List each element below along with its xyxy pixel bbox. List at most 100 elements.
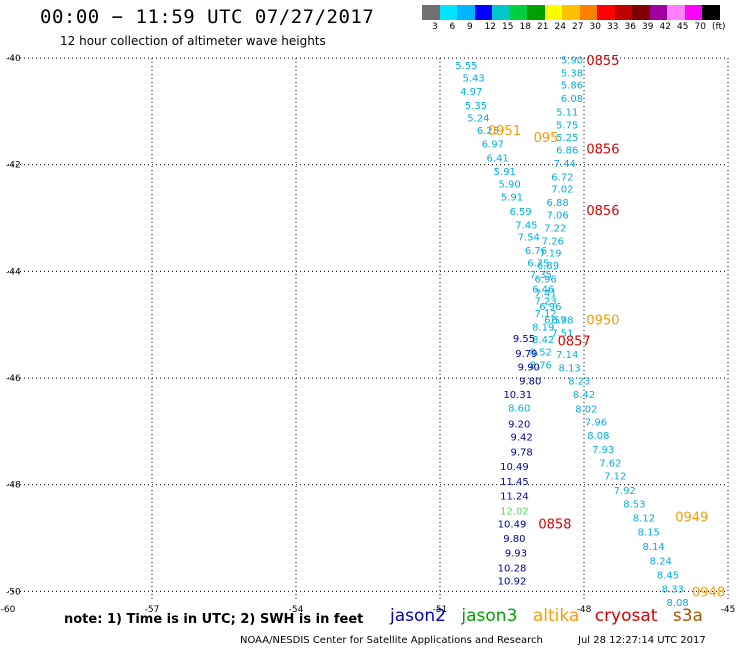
colorbar-label: 36	[624, 22, 636, 32]
colorbar-swatch	[614, 5, 632, 20]
wave-height-label: 9.79	[515, 349, 537, 360]
wave-height-label: 8.45	[657, 570, 679, 581]
wave-height-label: 6.41	[486, 154, 508, 165]
colorbar-label: 21	[537, 22, 549, 32]
wave-height-label: 8.52	[530, 347, 552, 358]
wave-height-label: 8.02	[575, 404, 597, 415]
pass-time-label: 0857	[558, 335, 591, 350]
x-tick-label: -45	[721, 605, 736, 615]
colorbar-label: 42	[659, 22, 671, 32]
legend-cryosat: cryosat	[594, 606, 658, 626]
y-tick-label: -44	[6, 267, 21, 277]
pass-time-label: 0949	[675, 511, 708, 526]
wave-height-label: 5.35	[465, 101, 487, 112]
wave-height-label: 7.41	[534, 289, 556, 300]
credit-timestamp: Jul 28 12:27:14 UTC 2017	[578, 635, 706, 646]
wave-height-label: 7.62	[599, 458, 621, 469]
wave-height-label: 5.75	[556, 121, 578, 132]
wave-height-label: 6.57	[544, 315, 566, 326]
satellite-legend: jason2 jason3 altika cryosat s3a	[390, 606, 713, 626]
colorbar-swatch	[422, 5, 440, 20]
wave-height-label: 7.35	[530, 270, 552, 281]
wave-height-label: 7.26	[542, 236, 564, 247]
pass-time-label: 0950	[586, 313, 619, 328]
wave-height-label: 5.11	[556, 107, 578, 118]
wave-height-label: 5.90	[561, 56, 583, 67]
wave-height-label: 10.49	[500, 462, 529, 473]
colorbar-label: 15	[502, 22, 514, 32]
wave-height-label: 8.76	[530, 361, 552, 372]
pass-time-label: 0856	[586, 143, 619, 158]
colorbar-label: 39	[642, 22, 654, 32]
colorbar-label: 9	[467, 22, 473, 32]
wave-height-label: 6.89	[537, 261, 559, 272]
wave-height-label: 10.92	[498, 577, 527, 588]
colorbar-label: 45	[677, 22, 689, 32]
wave-height-label: 8.13	[558, 363, 580, 374]
wave-height-label: 8.24	[650, 556, 672, 567]
wave-height-label: 7.12	[604, 472, 626, 483]
x-tick-label: -60	[1, 605, 16, 615]
wave-height-label: 7.02	[551, 185, 573, 196]
colorbar-swatch	[562, 5, 580, 20]
wave-height-label: 9.42	[510, 433, 532, 444]
colorbar-label: 27	[572, 22, 584, 32]
wave-height-label: 8.15	[638, 528, 660, 539]
wave-height-label: 6.76	[525, 246, 547, 257]
colorbar-swatch	[702, 5, 720, 20]
wave-height-label: 6.25	[477, 126, 499, 137]
wave-height-label: 6.08	[561, 94, 583, 105]
colorbar-swatch	[632, 5, 650, 20]
map-subtitle: 12 hour collection of altimeter wave hei…	[60, 34, 326, 48]
pass-time-label: 0951	[488, 124, 521, 139]
credit-text: NOAA/NESDIS Center for Satellite Applica…	[240, 635, 543, 646]
wave-height-label: 8.14	[642, 542, 664, 553]
wave-height-label: 10.49	[498, 520, 527, 531]
y-tick-label: -40	[6, 54, 21, 64]
colorbar-swatch	[509, 5, 527, 20]
wave-height-label: 8.42	[532, 335, 554, 346]
wave-height-label: 11.45	[500, 477, 529, 488]
wave-height-label: 7.44	[554, 159, 576, 170]
wave-height-label: 7.92	[614, 486, 636, 497]
pass-time-label: 0856	[586, 204, 619, 219]
wave-height-label: 11.24	[500, 491, 529, 502]
colorbar-swatch	[667, 5, 685, 20]
legend-jason3: jason3	[461, 606, 518, 626]
legend-s3a: s3a	[672, 606, 703, 626]
wave-height-label: 5.43	[462, 74, 484, 85]
map-title: 00:00 − 11:59 UTC 07/27/2017	[40, 6, 375, 28]
wave-height-label: 6.96	[534, 274, 556, 285]
wave-height-label: 6.75	[527, 258, 549, 269]
wave-height-label: 10.28	[498, 563, 527, 574]
wave-height-label: 12.02	[500, 506, 529, 517]
colorbar-swatch	[684, 5, 702, 20]
x-tick-label: -48	[577, 605, 592, 615]
pass-time-label: 095	[534, 131, 559, 146]
wave-height-label: 7.14	[556, 350, 578, 361]
wave-height-label: 7.22	[544, 224, 566, 235]
wave-height-label: 6.98	[551, 315, 573, 326]
pass-time-label: 0858	[538, 518, 571, 533]
wave-height-label: 7.54	[518, 233, 540, 244]
wave-height-label: 5.91	[501, 193, 523, 204]
y-tick-label: -42	[6, 161, 21, 171]
wave-height-label: 7.96	[585, 418, 607, 429]
y-tick-label: -50	[6, 587, 21, 597]
colorbar-swatch	[597, 5, 615, 20]
wave-height-label: 9.80	[519, 377, 541, 388]
pass-time-label: 0855	[586, 54, 619, 69]
wave-height-label: 6.97	[482, 139, 504, 150]
wave-height-label: 9.55	[513, 334, 535, 345]
colorbar-label: 24	[554, 22, 566, 32]
wave-height-label: 9.20	[508, 419, 530, 430]
colorbar-swatch	[457, 5, 475, 20]
wave-height-label: 9.80	[503, 534, 525, 545]
wave-height-label: 7.12	[534, 309, 556, 320]
colorbar-swatch	[492, 5, 510, 20]
wave-height-label: 5.25	[556, 133, 578, 144]
x-tick-label: -54	[289, 605, 304, 615]
wave-height-label: 6.88	[546, 198, 568, 209]
wave-height-label: 7.06	[546, 210, 568, 221]
wave-height-label: 5.86	[561, 81, 583, 92]
